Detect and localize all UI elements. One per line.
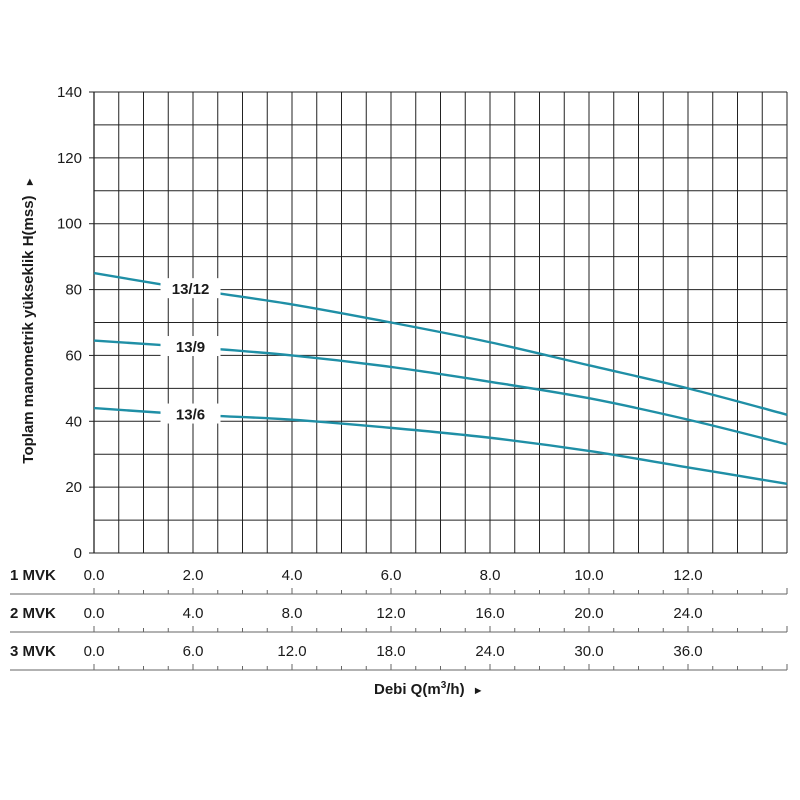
y-tick-label: 40 — [65, 413, 82, 430]
x-tick-label: 4.0 — [282, 567, 303, 584]
y-tick-labels: 0 20 40 60 80 100 120 140 — [57, 84, 94, 562]
x-tick-label: 6.0 — [183, 643, 204, 660]
y-tick-label: 140 — [57, 84, 82, 101]
y-tick-label: 60 — [65, 347, 82, 364]
y-tick-label: 120 — [57, 150, 82, 167]
y-tick-label: 100 — [57, 216, 82, 233]
x-tick-label: 24.0 — [475, 643, 504, 660]
x-tick-label: 0.0 — [84, 605, 105, 622]
y-tick-label: 80 — [65, 282, 82, 299]
x-tick-label: 36.0 — [673, 643, 702, 660]
x-scale-row-label: 2 MVK — [10, 605, 56, 622]
x-scale-rows: 1 MVK 0.0 2.0 4.0 6.0 8.0 10.0 12.0 2 MVK 0.0 4.0 8… — [10, 567, 788, 671]
x-tick-label: 16.0 — [475, 605, 504, 622]
x-tick-label: 12.0 — [376, 605, 405, 622]
curve-labels: 13/12 13/9 13/6 — [160, 278, 221, 424]
x-scale-row-label: 1 MVK — [10, 567, 56, 584]
x-tick-label: 12.0 — [673, 567, 702, 584]
x-tick-label: 0.0 — [84, 643, 105, 660]
x-tick-label: 12.0 — [277, 643, 306, 660]
grid — [93, 91, 788, 554]
x-tick-label: 0.0 — [84, 567, 105, 584]
x-axis-title: Debi Q(m3/h) ► — [374, 680, 484, 698]
curve-label: 13/12 — [172, 281, 210, 298]
x-tick-label: 2.0 — [183, 567, 204, 584]
curve-label-background — [160, 403, 221, 424]
y-tick-label: 0 — [74, 545, 82, 562]
y-tick-label: 20 — [65, 479, 82, 496]
curve-label-background — [160, 336, 221, 357]
x-tick-label: 4.0 — [183, 605, 204, 622]
x-tick-label: 20.0 — [574, 605, 603, 622]
x-tick-label: 8.0 — [480, 567, 501, 584]
y-axis-title: Toplam manometrik yükseklik H(mss) ► — [20, 176, 37, 463]
x-tick-label: 6.0 — [381, 567, 402, 584]
x-scale-row-label: 3 MVK — [10, 643, 56, 660]
curve-label: 13/6 — [176, 407, 205, 424]
x-tick-label: 18.0 — [376, 643, 405, 660]
curve-label-background — [160, 278, 221, 299]
x-tick-label: 10.0 — [574, 567, 603, 584]
x-tick-label: 24.0 — [673, 605, 702, 622]
x-tick-label: 8.0 — [282, 605, 303, 622]
x-tick-label: 30.0 — [574, 643, 603, 660]
curve-label: 13/9 — [176, 339, 205, 356]
